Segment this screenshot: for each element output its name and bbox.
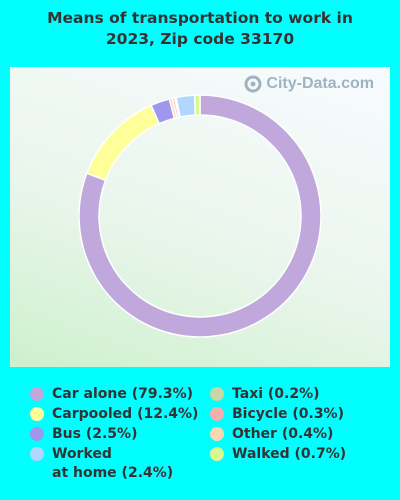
donut-chart xyxy=(78,94,322,338)
legend-swatch-walked xyxy=(210,447,224,461)
legend-item-taxi: Taxi (0.2%) xyxy=(210,385,320,404)
legend-label-car-alone: Car alone (79.3%) xyxy=(52,386,194,402)
legend-item-bicycle: Bicycle (0.3%) xyxy=(210,405,344,424)
plot-area: City-Data.com xyxy=(10,67,390,367)
legend-item-car-alone: Car alone (79.3%) xyxy=(30,385,193,404)
donut-segment-carpooled xyxy=(85,104,161,182)
legend-label-bicycle: Bicycle (0.3%) xyxy=(232,406,344,422)
legend-swatch-other xyxy=(210,427,224,441)
city-data-logo-icon xyxy=(244,75,262,93)
watermark: City-Data.com xyxy=(244,75,374,93)
legend-swatch-taxi xyxy=(210,387,224,401)
legend-swatch-bicycle xyxy=(210,407,224,421)
chart-title: Means of transportation to work in 2023,… xyxy=(47,9,353,48)
legend-item-other: Other (0.4%) xyxy=(210,425,333,444)
legend-label-walked: Walked (0.7%) xyxy=(232,446,347,462)
legend-item-walked: Walked (0.7%) xyxy=(210,445,346,464)
legend-item-worked-at-home: Worked at home (2.4%) xyxy=(30,445,173,483)
legend: Car alone (79.3%) Carpooled (12.4%) Bus (2… xyxy=(0,385,400,495)
legend-item-bus: Bus (2.5%) xyxy=(30,425,137,444)
legend-label-taxi: Taxi (0.2%) xyxy=(232,386,320,402)
donut-segment-worked-at-home xyxy=(175,94,197,118)
legend-item-carpooled: Carpooled (12.4%) xyxy=(30,405,198,424)
legend-label-worked-at-home: Worked at home (2.4%) xyxy=(52,446,174,481)
legend-label-carpooled: Carpooled (12.4%) xyxy=(52,406,199,422)
donut-segment-walked xyxy=(193,94,201,116)
donut-segment-car-alone xyxy=(78,94,322,338)
legend-swatch-carpooled xyxy=(30,407,44,421)
legend-label-bus: Bus (2.5%) xyxy=(52,426,138,442)
legend-label-other: Other (0.4%) xyxy=(232,426,334,442)
legend-swatch-bus xyxy=(30,427,44,441)
legend-swatch-car-alone xyxy=(30,387,44,401)
watermark-text: City-Data.com xyxy=(266,75,374,92)
legend-swatch-worked-at-home xyxy=(30,447,44,461)
